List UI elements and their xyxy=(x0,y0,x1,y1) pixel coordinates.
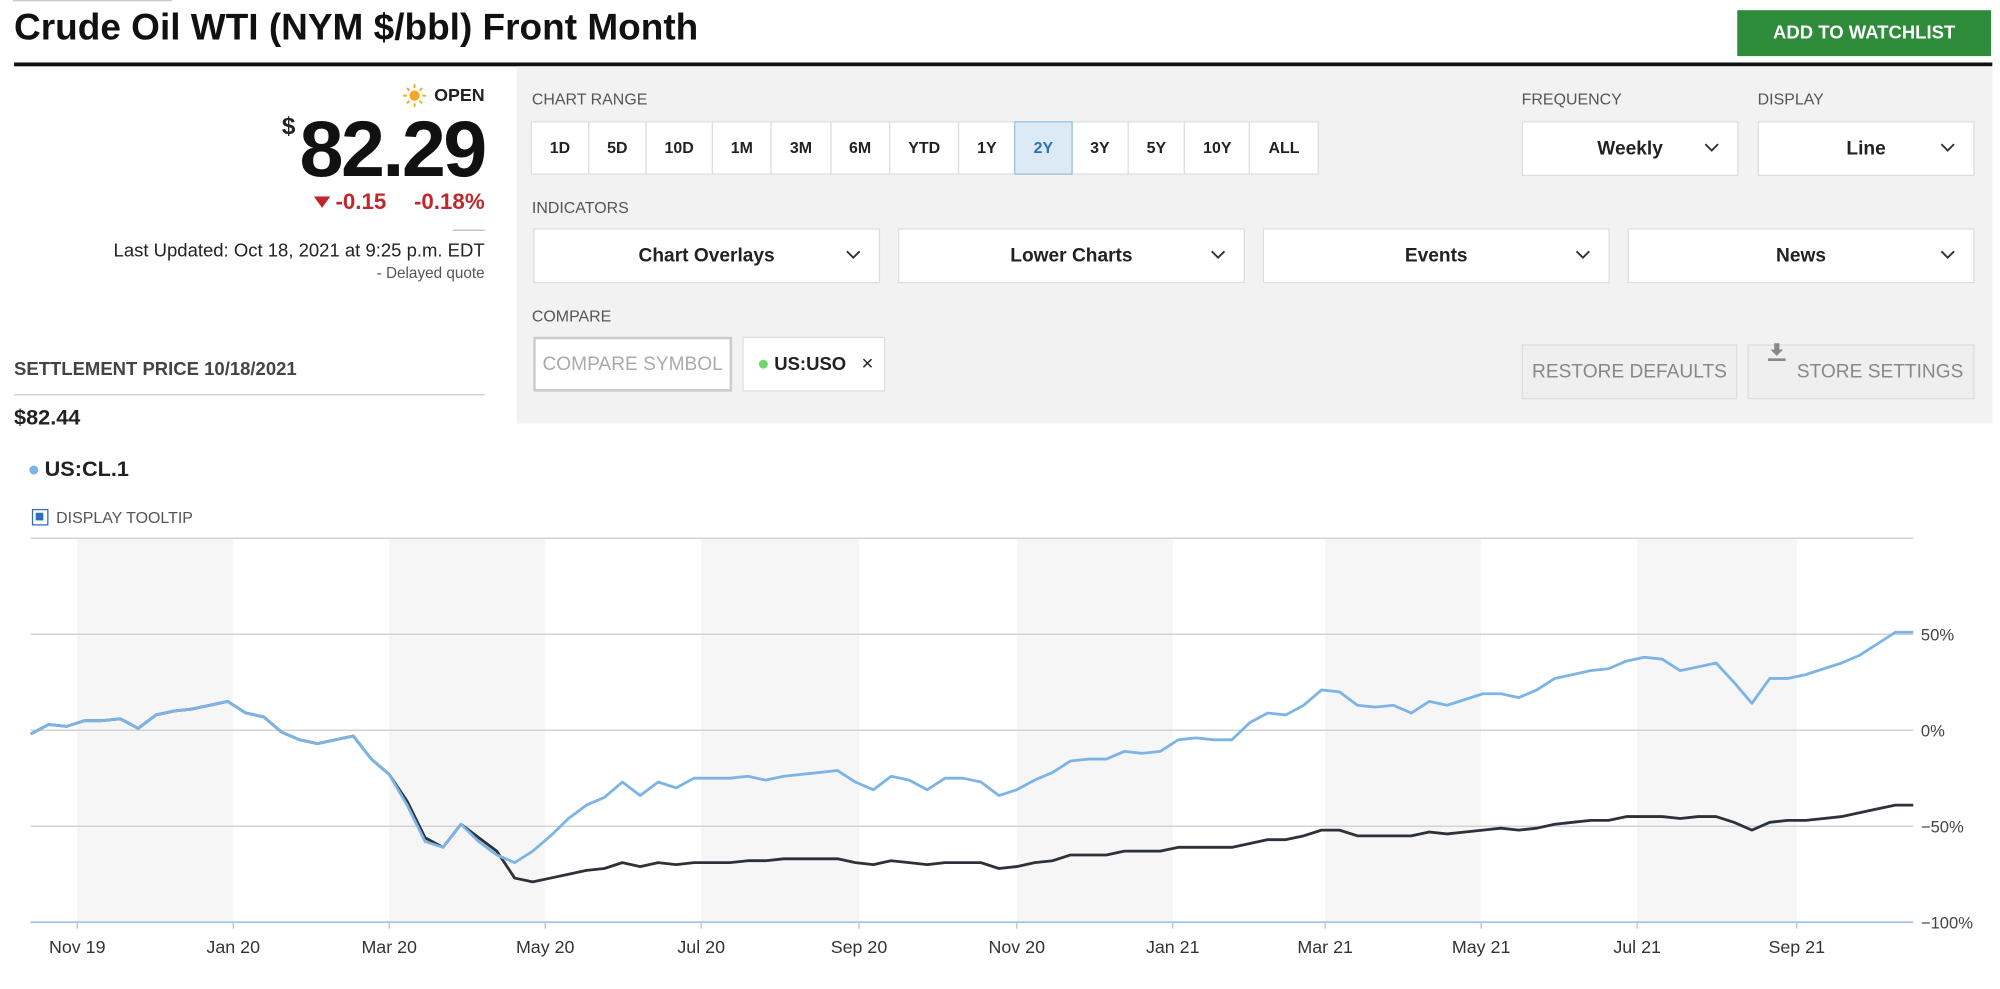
price-change-percent: -0.18% xyxy=(413,188,485,215)
display-label: DISPLAY xyxy=(1757,90,1824,109)
x-tick-label: Sep 21 xyxy=(1768,937,1825,957)
x-tick-label: Mar 21 xyxy=(1297,937,1353,957)
chevron xyxy=(1211,250,1226,260)
series-line xyxy=(29,630,1914,865)
chevron xyxy=(1704,143,1719,152)
compare-input[interactable]: COMPARE SYMBOL xyxy=(533,336,733,392)
indicator-dropdown[interactable]: Chart Overlays xyxy=(533,228,881,284)
legend-label: US:CL.1 xyxy=(44,456,129,481)
x-tick-label: Jul 20 xyxy=(677,937,725,957)
top-rule xyxy=(12,0,173,2)
x-tick-label: Jan 21 xyxy=(1146,937,1200,957)
indicator-label: News xyxy=(1776,244,1827,267)
x-tick-label: Nov 19 xyxy=(49,937,106,957)
x-tick-label: May 20 xyxy=(516,937,575,957)
compare-chip: US:USO × xyxy=(742,336,886,392)
frequency-value: Weekly xyxy=(1597,137,1663,160)
price-change: -0.15 xyxy=(335,188,387,215)
sun-icon xyxy=(403,84,427,108)
series-line xyxy=(29,699,1914,884)
display-dropdown[interactable]: Line xyxy=(1757,121,1975,177)
last-updated: Last Updated: Oct 18, 2021 at 9:25 p.m. … xyxy=(113,241,485,262)
frequency-label: FREQUENCY xyxy=(1521,90,1622,109)
chevron xyxy=(1575,250,1590,260)
chart-range-label: CHART RANGE xyxy=(531,90,648,109)
range-button[interactable]: 10Y xyxy=(1183,121,1251,175)
restore-defaults-button[interactable]: RESTORE DEFAULTS xyxy=(1521,344,1738,400)
chevron xyxy=(846,250,861,260)
frequency-dropdown[interactable]: Weekly xyxy=(1521,121,1739,177)
x-tick-label: Sep 20 xyxy=(831,937,888,957)
compare-label: COMPARE xyxy=(531,307,612,326)
tooltip-label: DISPLAY TOOLTIP xyxy=(56,508,193,527)
settlement-label: SETTLEMENT PRICE 10/18/2021 xyxy=(14,359,297,381)
down-arrow xyxy=(313,196,331,208)
range-button[interactable]: ALL xyxy=(1249,121,1319,175)
title-rule xyxy=(14,62,1993,67)
y-tick-label: −100% xyxy=(1921,914,1973,933)
indicator-label: Chart Overlays xyxy=(638,244,775,267)
settlement-rule xyxy=(14,394,485,396)
y-tick-label: 0% xyxy=(1921,722,1945,741)
download-icon xyxy=(1767,343,1786,361)
y-tick-label: 50% xyxy=(1921,626,1954,645)
separator xyxy=(452,229,485,231)
range-button[interactable]: 1Y xyxy=(957,121,1016,175)
chevron xyxy=(1940,143,1955,152)
x-tick-label: Mar 20 xyxy=(361,937,417,957)
indicators-label: INDICATORS xyxy=(531,198,629,217)
indicator-label: Lower Charts xyxy=(1010,244,1133,267)
compare-symbol: US:USO xyxy=(774,353,847,375)
indicator-dropdown[interactable]: News xyxy=(1627,228,1975,284)
chip-dot xyxy=(758,359,768,369)
checkbox-fill xyxy=(35,512,44,521)
range-button[interactable]: 10D xyxy=(645,121,713,175)
settlement-price: $82.44 xyxy=(14,405,81,430)
range-button[interactable]: 1D xyxy=(530,121,590,175)
display-value: Line xyxy=(1846,137,1886,160)
x-tick-label: Jan 20 xyxy=(206,937,260,957)
range-button[interactable]: 3M xyxy=(770,121,832,175)
x-tick-label: Jul 21 xyxy=(1613,937,1661,957)
x-tick-label: Nov 20 xyxy=(988,937,1045,957)
tooltip-checkbox[interactable] xyxy=(31,508,49,526)
chevron xyxy=(1940,250,1955,260)
x-tick-label: May 21 xyxy=(1452,937,1511,957)
range-button[interactable]: YTD xyxy=(889,121,960,175)
indicator-dropdown[interactable]: Events xyxy=(1262,228,1610,284)
range-buttons: 1D 5D 10D 1M 3M 6M YTD 1Y 2Y 3Y 5Y 10Y ALL xyxy=(530,121,1319,175)
range-button[interactable]: 2Y xyxy=(1014,121,1073,175)
page-title: Crude Oil WTI (NYM $/bbl) Front Month xyxy=(14,7,699,49)
range-button[interactable]: 1M xyxy=(711,121,773,175)
indicator-dropdown[interactable]: Lower Charts xyxy=(897,228,1245,284)
currency-symbol: $ xyxy=(281,113,296,141)
price: 82.29 xyxy=(299,105,488,194)
range-button[interactable]: 5Y xyxy=(1127,121,1186,175)
range-button[interactable]: 5D xyxy=(587,121,647,175)
watchlist-button[interactable]: ADD TO WATCHLIST xyxy=(1737,10,1992,57)
indicator-label: Events xyxy=(1404,244,1468,267)
store-settings-button[interactable]: STORE SETTINGS xyxy=(1747,344,1975,400)
delay-note: - Delayed quote xyxy=(376,264,485,282)
remove-compare[interactable]: × xyxy=(861,352,874,375)
range-button[interactable]: 6M xyxy=(829,121,891,175)
chart: −100% −50% 0% 50% Nov 19 Jan 20 Mar 20 May 20 Ju… xyxy=(29,537,1973,957)
y-tick-label: −50% xyxy=(1921,818,1964,837)
market-status: OPEN xyxy=(434,84,485,105)
range-button[interactable]: 3Y xyxy=(1070,121,1129,175)
legend-dot xyxy=(29,465,39,475)
